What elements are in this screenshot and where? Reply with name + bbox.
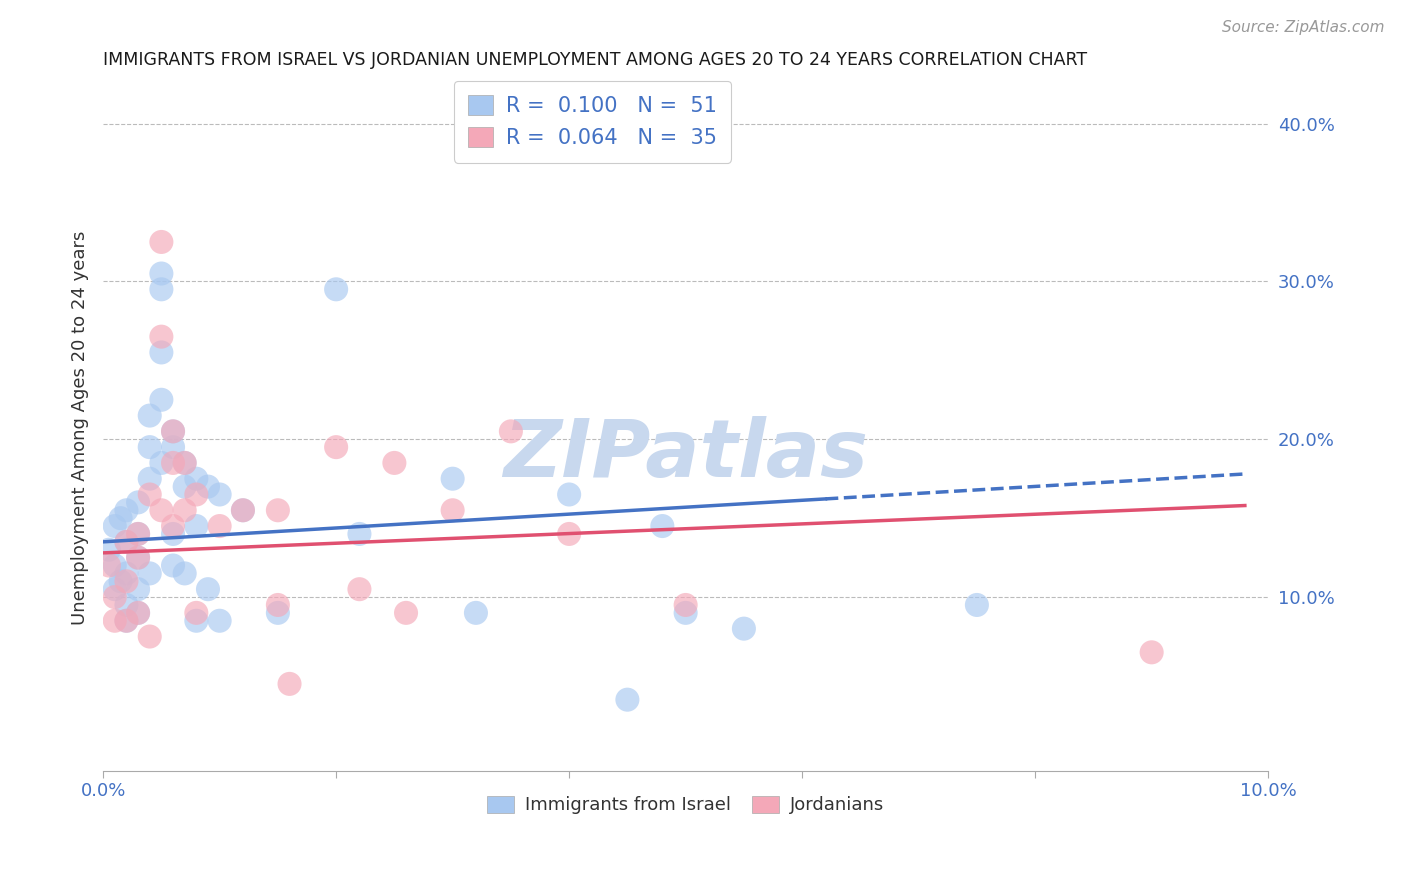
Point	[349, 582, 371, 597]
Point	[325, 440, 347, 454]
Point	[162, 440, 184, 454]
Point	[267, 606, 290, 620]
Point	[267, 503, 290, 517]
Point	[127, 606, 149, 620]
Point	[208, 487, 231, 501]
Legend: Immigrants from Israel, Jordanians: Immigrants from Israel, Jordanians	[478, 787, 894, 823]
Point	[186, 519, 208, 533]
Point	[127, 527, 149, 541]
Point	[138, 630, 160, 644]
Point	[267, 598, 290, 612]
Point	[465, 606, 488, 620]
Point	[104, 582, 127, 597]
Point	[127, 582, 149, 597]
Point	[733, 622, 755, 636]
Point	[651, 519, 673, 533]
Point	[115, 598, 138, 612]
Point	[115, 534, 138, 549]
Point	[173, 456, 195, 470]
Point	[150, 267, 173, 281]
Point	[186, 606, 208, 620]
Point	[150, 282, 173, 296]
Point	[150, 456, 173, 470]
Point	[208, 519, 231, 533]
Point	[162, 456, 184, 470]
Point	[162, 425, 184, 439]
Point	[104, 519, 127, 533]
Point	[115, 574, 138, 589]
Point	[104, 614, 127, 628]
Point	[115, 503, 138, 517]
Point	[97, 558, 120, 573]
Text: ZIPatlas: ZIPatlas	[503, 416, 868, 494]
Point	[966, 598, 988, 612]
Point	[104, 558, 127, 573]
Point	[127, 606, 149, 620]
Point	[441, 472, 464, 486]
Point	[384, 456, 406, 470]
Point	[675, 598, 697, 612]
Point	[150, 392, 173, 407]
Point	[127, 527, 149, 541]
Point	[173, 503, 195, 517]
Point	[150, 503, 173, 517]
Point	[197, 582, 219, 597]
Point	[138, 472, 160, 486]
Point	[395, 606, 418, 620]
Point	[97, 542, 120, 557]
Point	[616, 692, 638, 706]
Text: Source: ZipAtlas.com: Source: ZipAtlas.com	[1222, 20, 1385, 35]
Point	[186, 472, 208, 486]
Point	[208, 614, 231, 628]
Point	[127, 550, 149, 565]
Point	[232, 503, 254, 517]
Point	[173, 480, 195, 494]
Point	[441, 503, 464, 517]
Point	[138, 409, 160, 423]
Point	[173, 566, 195, 581]
Point	[162, 527, 184, 541]
Point	[115, 566, 138, 581]
Point	[115, 534, 138, 549]
Point	[110, 574, 132, 589]
Point	[197, 480, 219, 494]
Point	[325, 282, 347, 296]
Point	[110, 511, 132, 525]
Point	[186, 487, 208, 501]
Point	[349, 527, 371, 541]
Point	[558, 487, 581, 501]
Point	[186, 614, 208, 628]
Text: IMMIGRANTS FROM ISRAEL VS JORDANIAN UNEMPLOYMENT AMONG AGES 20 TO 24 YEARS CORRE: IMMIGRANTS FROM ISRAEL VS JORDANIAN UNEM…	[103, 51, 1087, 69]
Point	[1140, 645, 1163, 659]
Point	[115, 614, 138, 628]
Point	[232, 503, 254, 517]
Y-axis label: Unemployment Among Ages 20 to 24 years: Unemployment Among Ages 20 to 24 years	[72, 230, 89, 624]
Point	[138, 440, 160, 454]
Point	[138, 566, 160, 581]
Point	[558, 527, 581, 541]
Point	[127, 495, 149, 509]
Point	[115, 614, 138, 628]
Point	[173, 456, 195, 470]
Point	[162, 558, 184, 573]
Point	[150, 345, 173, 359]
Point	[127, 550, 149, 565]
Point	[150, 329, 173, 343]
Point	[499, 425, 522, 439]
Point	[162, 519, 184, 533]
Point	[675, 606, 697, 620]
Point	[150, 235, 173, 249]
Point	[104, 590, 127, 604]
Point	[162, 425, 184, 439]
Point	[278, 677, 301, 691]
Point	[138, 487, 160, 501]
